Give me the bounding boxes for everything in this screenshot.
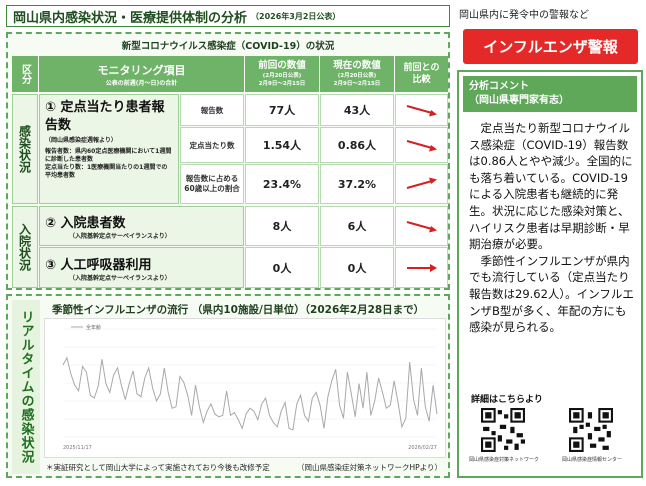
compare-per-point (395, 127, 448, 163)
item1-note1: 報告者数：県内60定点医療機関において1週間に診断した患者数 (45, 148, 172, 163)
curr-elderly-ratio: 37.2% (320, 164, 394, 204)
compare-inpatients (395, 206, 448, 246)
col-header-compare: 前回との比較 (395, 56, 448, 92)
prev-per-point: 1.54人 (245, 127, 319, 163)
curr-per-point: 0.86人 (320, 127, 394, 163)
col-header-prev: 前回の数値 (2月20日公表) 2月9日〜2月15日 (245, 56, 319, 92)
compare-elderly-ratio (395, 164, 448, 204)
section-hospital-label: 入院状況 (17, 223, 32, 271)
covid-status-panel: 新型コロナウイルス感染症（COVID-19）の状況 区分 モニタリング項目 公表… (6, 32, 450, 290)
col-header-section: 区分 (12, 56, 38, 92)
section-hospital: 入院状況 (12, 206, 38, 288)
row-label-per-point: 定点当たり数 (180, 127, 244, 163)
curr-report-count: 43人 (320, 94, 394, 126)
col-header-curr: 現在の数値 (2月20日公表) 2月9日〜2月15日 (320, 56, 394, 92)
row-label-per-point-text: 定点当たり数 (189, 140, 235, 150)
item1-title: ① 定点当たり患者報告数 (45, 100, 165, 133)
x-tick-label: 2026/02/27 (408, 445, 437, 451)
x-tick-label: 2025/11/17 (63, 445, 92, 451)
item1-block: ① 定点当たり患者報告数 （岡山県感染症週報より） 報告者数：県内60定点医療機… (39, 94, 179, 204)
chart-source: （岡山県感染症対策ネットワークHPより） (296, 463, 442, 472)
row-label-elderly-ratio: 報告数に占める60歳以上の割合 (180, 164, 244, 204)
curr-ventilator: 0人 (320, 247, 394, 288)
comment-paragraph-covid: 定点当たり新型コロナウイルス感染症（COVID-19）報告数は0.86人とやや減… (469, 121, 633, 252)
item2-title: ② 入院患者数 (45, 216, 126, 231)
item1-note2: 定点当たり数：1医療機関当たりの1週間での平均患者数 (45, 164, 168, 179)
prev-report-count: 77人 (245, 94, 319, 126)
prev-elderly-ratio: 23.4% (245, 164, 319, 204)
col-header-items-sub: 公表の前週(月〜日)の合計 (105, 79, 178, 87)
influenza-alert-badge: インフルエンザ警報 (463, 29, 638, 64)
page-title: 岡山県内感染状況・医療提供体制の分析 (13, 10, 248, 26)
col-header-prev-sub1: (2月20日公表) (262, 73, 302, 79)
item3-title: ③ 人工呼吸器利用 (45, 257, 152, 273)
col-header-prev-sub2: 2月9日〜2月15日 (258, 81, 306, 87)
publish-date: （2026年3月2日公表） (251, 11, 341, 21)
item3-block: ③ 人工呼吸器利用 （入院基幹定点サーベイランスより） (39, 247, 244, 288)
comment-paragraph-influenza: 季節性インフルエンザが県内でも流行している（定点当たり報告数は29.62人）。イ… (469, 253, 634, 335)
row-label-report-count: 報告数 (180, 94, 244, 126)
analysis-comment-panel: 分析コメント （岡山県専門家有志） 定点当たり新型コロナウイルス感染症（COVI… (457, 70, 643, 478)
col-header-items: モニタリング項目 公表の前週(月〜日)の合計 (39, 56, 244, 92)
qr-caption-info-center: 岡山県感染症情報センター (561, 457, 622, 463)
compare-ventilator (395, 247, 448, 288)
section-infection-label: 感染状況 (17, 125, 32, 173)
chart-title: 季節性インフルエンザの流行 （県内10施設/日単位）（2026年2月28日まで） (52, 304, 425, 316)
monitoring-table: 区分 モニタリング項目 公表の前週(月〜日)の合計 前回の数値 (2月20日公表… (12, 56, 448, 288)
section-infection: 感染状況 (12, 94, 38, 204)
col-header-curr-sub2: 2月9日〜2月15日 (333, 81, 381, 87)
col-header-prev-label: 前回の数値 (258, 60, 306, 71)
col-header-curr-label: 現在の数値 (333, 60, 381, 71)
qr-caption-network: 岡山県感染症対策ネットワーク (468, 457, 539, 463)
arrow-down-right-icon (406, 105, 437, 117)
col-header-section-label: 区分 (19, 64, 31, 84)
series-line-all-ages (62, 356, 438, 431)
item2-sub: （入院基幹定点サーベイランスより） (69, 233, 171, 240)
compare-report-count (395, 94, 448, 126)
influenza-line-chart: 全年齢 2025/11/17 2026/02/27 (62, 324, 438, 451)
comment-heading: 分析コメント （岡山県専門家有志） (463, 76, 637, 112)
col-header-items-label: モニタリング項目 (97, 63, 186, 77)
realtime-panel: リアルタイムの感染状況 季節性インフルエンザの流行 （県内10施設/日単位）（2… (6, 294, 450, 478)
alert-section-label: 岡山県内に発令中の警報など (459, 10, 589, 21)
row-label-elderly-ratio-text: 報告数に占める60歳以上の割合 (184, 174, 240, 193)
comment-heading-title: 分析コメント (469, 81, 529, 92)
item3-sub: （入院基幹定点サーベイランスより） (69, 274, 171, 282)
curr-inpatients: 6人 (320, 206, 394, 246)
arrow-down-right-icon (406, 221, 437, 233)
prev-inpatients: 8人 (245, 206, 319, 246)
covid-heading: 新型コロナウイルス感染症（COVID-19）の状況 (121, 41, 335, 52)
qr-code-network[interactable] (481, 408, 525, 452)
legend-label: 全年齢 (86, 324, 101, 331)
arrow-down-right-icon (406, 140, 437, 152)
col-header-curr-sub1: (2月20日公表) (337, 73, 377, 79)
page-title-bar: 岡山県内感染状況・医療提供体制の分析 （2026年3月2日公表） (6, 5, 450, 27)
qr-code-info-center[interactable] (569, 408, 613, 452)
item2-block: ② 入院患者数 （入院基幹定点サーベイランスより） (39, 206, 244, 246)
qr-label: 詳細はこちらより (471, 395, 543, 405)
chart-footnote: ＊実証研究として岡山大学によって実施されており今後も改修予定 (46, 463, 270, 472)
arrow-right-icon (406, 263, 437, 272)
comment-heading-sub: （岡山県専門家有志） (469, 95, 569, 106)
arrow-up-right-icon (406, 177, 437, 189)
realtime-side-label: リアルタイムの感染状況 (12, 300, 40, 474)
comment-body: 定点当たり新型コロナウイルス感染症（COVID-19）報告数は0.86人とやや減… (469, 120, 637, 336)
item1-sub: （岡山県感染症週報より） (45, 137, 117, 144)
prev-ventilator: 0人 (245, 247, 319, 288)
col-header-compare-label: 前回との比較 (403, 63, 440, 85)
chart-area: 全年齢 2025/11/17 2026/02/27 (44, 318, 446, 458)
row-label-report-count-text: 報告数 (200, 105, 224, 115)
